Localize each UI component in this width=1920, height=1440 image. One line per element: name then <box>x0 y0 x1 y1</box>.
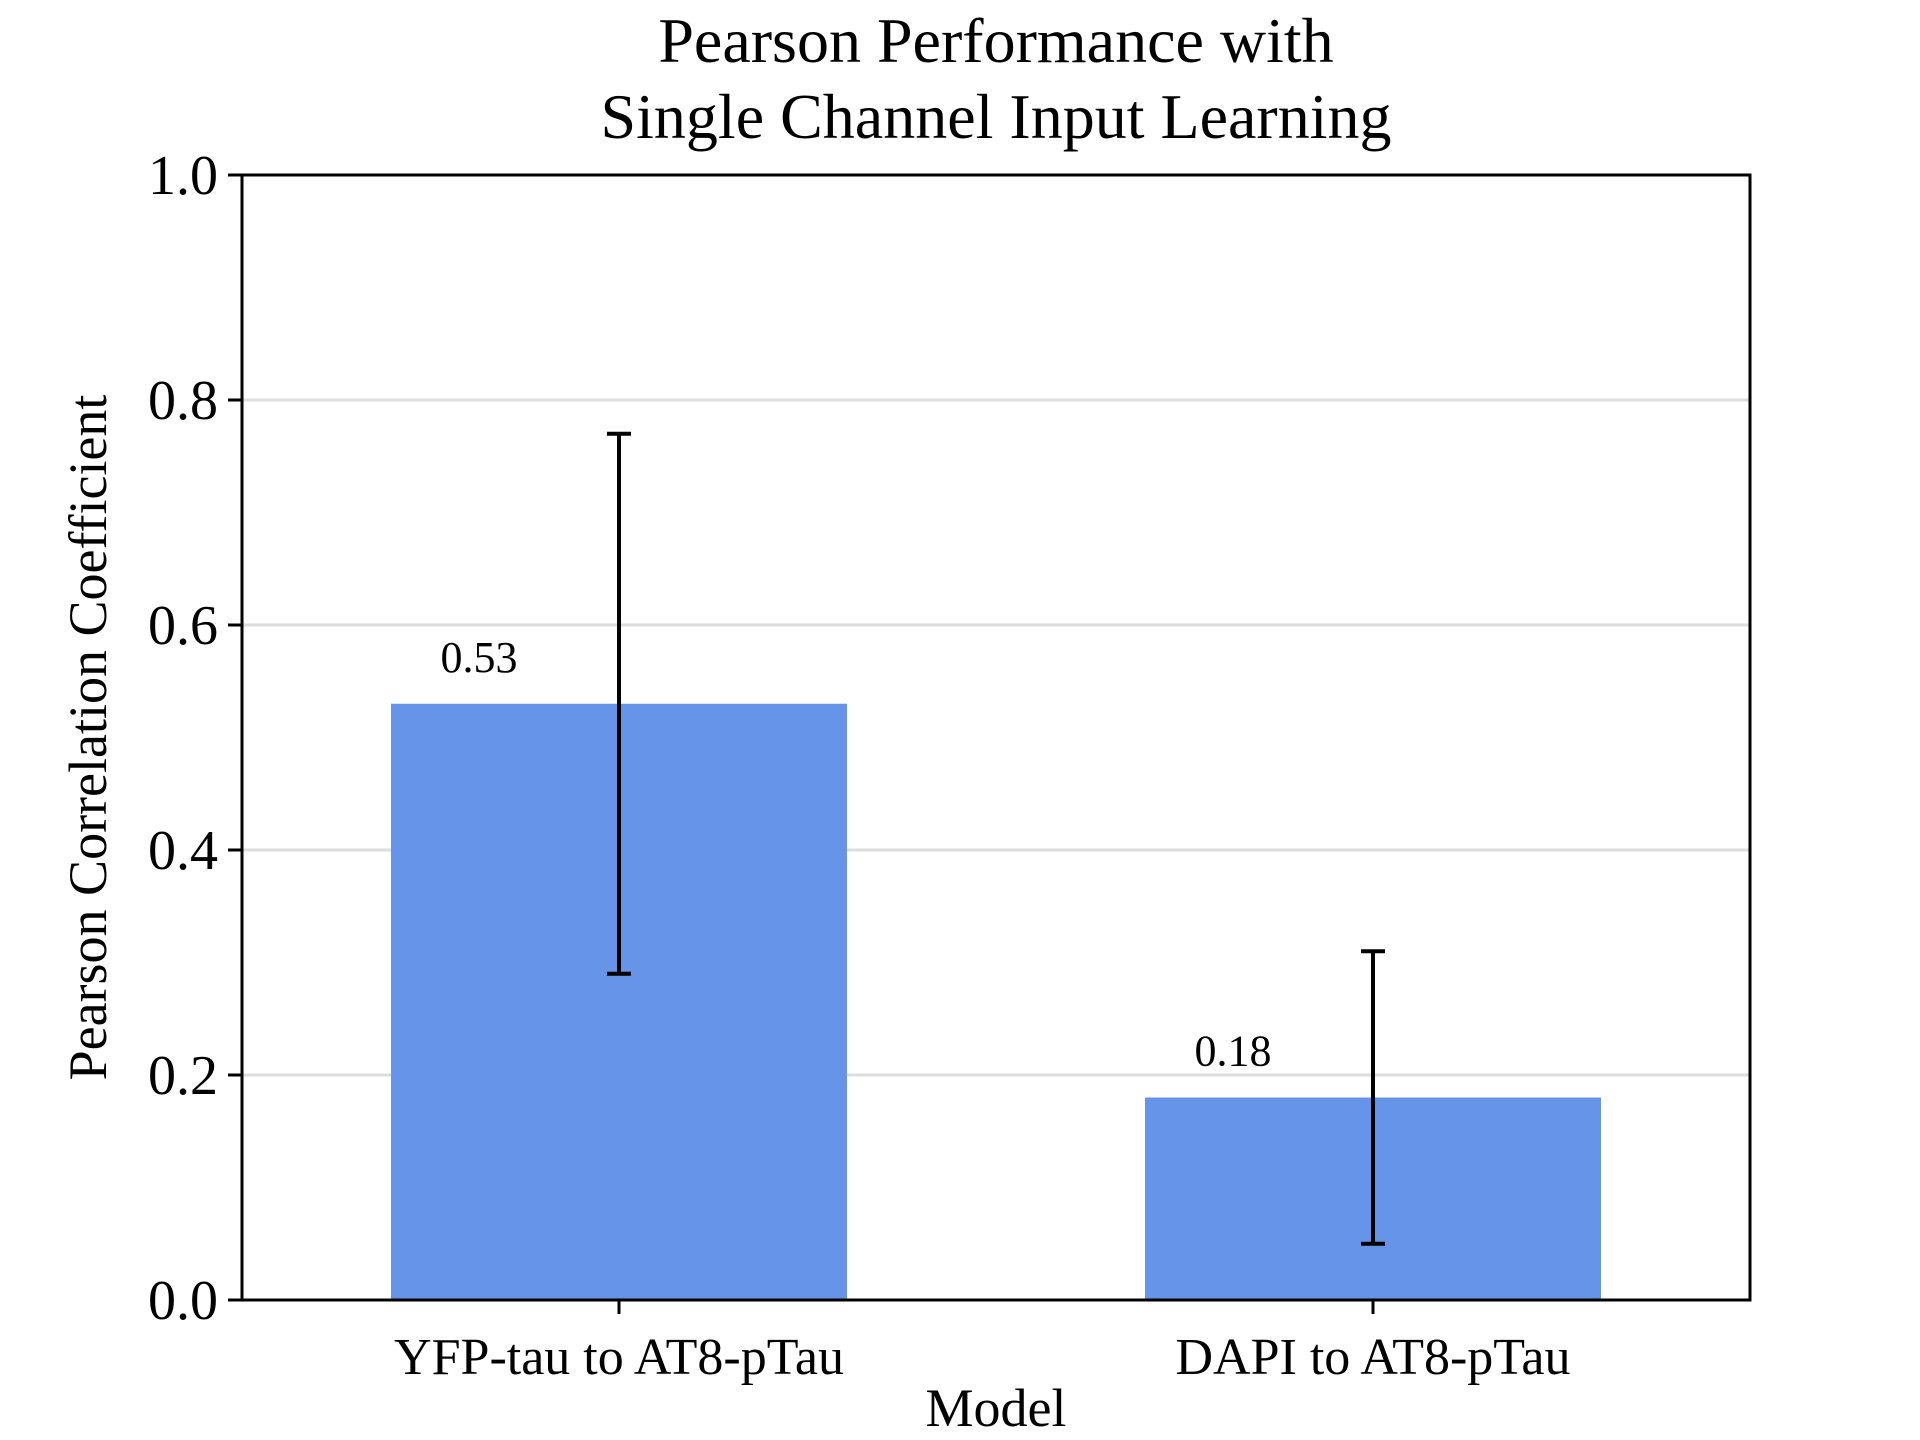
y-tick-label: 1.0 <box>148 145 218 207</box>
y-tick-label: 0.0 <box>148 1270 218 1332</box>
error-bar-layer <box>607 431 1385 1246</box>
y-axis-label: Pearson Correlation Coefficient <box>58 395 118 1081</box>
plot-frame <box>240 173 1752 1302</box>
x-axis-label: Model <box>926 1378 1067 1438</box>
bar-value-label: 0.53 <box>441 633 518 682</box>
tick-layer: 0.0 0.2 0.4 0.6 0.8 1.0 YFP-tau to AT8-pTau DAP… <box>148 145 1571 1386</box>
chart-title-line-1: Pearson Performance with <box>658 5 1333 76</box>
y-tick-label: 0.6 <box>148 595 218 657</box>
value-label-layer: 0.53 0.18 <box>441 633 1272 1076</box>
y-tick-label: 0.8 <box>148 370 218 432</box>
bar-layer <box>391 703 1601 1300</box>
x-tick-label: DAPI to AT8-pTau <box>1175 1329 1570 1386</box>
bar-value-label: 0.18 <box>1195 1027 1272 1076</box>
chart-title-line-2: Single Channel Input Learning <box>601 81 1392 152</box>
x-tick-label: YFP-tau to AT8-pTau <box>394 1329 844 1386</box>
y-tick-label: 0.4 <box>148 820 218 882</box>
y-tick-label: 0.2 <box>148 1045 218 1107</box>
